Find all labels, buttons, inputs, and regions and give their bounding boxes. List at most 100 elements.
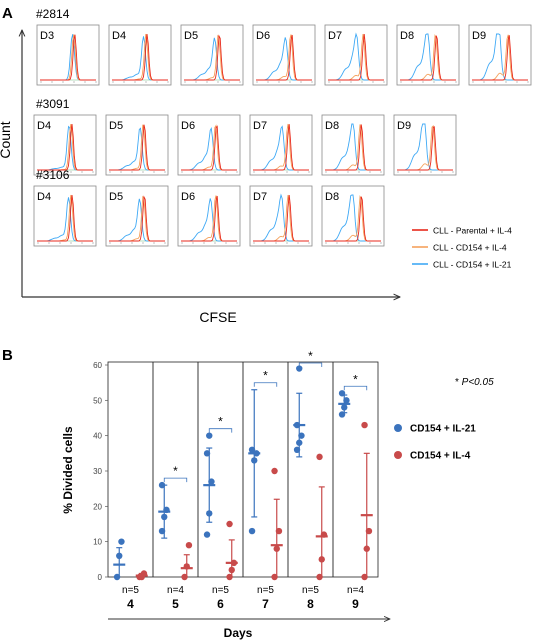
histogram-panel: D6 xyxy=(177,114,241,176)
data-point xyxy=(140,570,148,577)
histogram-panel: D9 xyxy=(393,114,457,176)
histogram-panel: D4 xyxy=(33,114,97,176)
data-point xyxy=(226,520,233,528)
data-point xyxy=(296,439,303,446)
n-label: n=5 xyxy=(212,585,229,596)
legend-marker xyxy=(394,424,402,432)
data-point xyxy=(361,573,368,581)
histogram-panel: D9 xyxy=(468,24,532,86)
significance-text: P<0.05 xyxy=(462,377,494,388)
patient-id: #3091 xyxy=(36,97,70,111)
day-label: D5 xyxy=(109,191,123,203)
day-label: D7 xyxy=(328,30,342,42)
n-label: n=5 xyxy=(122,585,139,596)
data-point xyxy=(208,478,215,485)
curve-parental-il4 xyxy=(181,125,237,171)
data-point xyxy=(248,446,256,453)
data-point xyxy=(113,573,121,581)
data-point xyxy=(361,421,368,429)
legend-marker xyxy=(394,451,402,459)
day-label: D7 xyxy=(253,120,267,132)
data-point xyxy=(183,563,190,570)
day-label: D7 xyxy=(253,191,267,203)
histogram-panel: D3 xyxy=(36,24,100,86)
n-label: n=5 xyxy=(257,585,274,596)
x-tick-label: 4 xyxy=(127,597,134,611)
data-point xyxy=(161,513,168,521)
curve-parental-il4 xyxy=(472,35,528,81)
histogram-frame xyxy=(33,114,97,176)
histogram-panel: D4 xyxy=(108,24,172,86)
data-point xyxy=(251,457,258,464)
day-label: D6 xyxy=(181,191,195,203)
significance-star: * xyxy=(218,415,223,429)
legend-label: CLL - CD154 + IL-21 xyxy=(433,260,512,270)
y-tick-label: 40 xyxy=(93,432,102,441)
data-point xyxy=(248,527,256,535)
data-point xyxy=(320,531,328,538)
y-axis-label: Count xyxy=(0,121,13,158)
data-point xyxy=(318,556,325,563)
day-label: D4 xyxy=(37,120,51,132)
histogram-panel: D5 xyxy=(105,114,169,176)
data-point xyxy=(116,552,123,559)
curve-parental-il4 xyxy=(40,34,96,81)
data-point xyxy=(181,573,188,581)
data-point xyxy=(203,531,211,538)
histogram-frame xyxy=(177,185,241,247)
panel-a-histograms: Count CFSE #2814 D3 D4 D5 D6 D7 D8 D9 #3091 D4 D5 D6 D… xyxy=(0,7,532,325)
curve-parental-il4 xyxy=(397,126,453,171)
day-label: D9 xyxy=(397,120,411,132)
significance-star: * xyxy=(308,349,313,363)
day-label: D8 xyxy=(325,191,339,203)
data-point xyxy=(271,467,278,475)
histogram-panel: D7 xyxy=(249,185,313,247)
y-tick-label: 60 xyxy=(93,361,102,370)
data-point xyxy=(203,450,211,457)
legend-label: CLL - CD154 + IL-4 xyxy=(433,243,507,253)
significance-star: * xyxy=(173,464,178,478)
legend-label: CD154 + IL-4 xyxy=(410,451,471,462)
day-label: D4 xyxy=(112,30,126,42)
data-point xyxy=(275,527,283,535)
curve-parental-il4 xyxy=(325,196,381,242)
curve-parental-il4 xyxy=(184,34,240,81)
data-point xyxy=(273,545,280,552)
y-tick-label: 30 xyxy=(93,467,102,476)
curve-parental-il4 xyxy=(328,33,384,81)
curve-parental-il4 xyxy=(181,195,237,242)
histogram-frame xyxy=(177,114,241,176)
data-point xyxy=(226,573,233,581)
data-point xyxy=(228,566,235,574)
x-tick-label: 6 xyxy=(217,597,224,611)
histogram-panel: D7 xyxy=(249,114,313,176)
legend-panel-a: CLL - Parental + IL-4 CLL - CD154 + IL-4 C… xyxy=(412,226,512,270)
significance-bracket xyxy=(253,382,278,387)
data-point xyxy=(230,559,238,567)
curve-parental-il4 xyxy=(253,194,309,242)
histogram-panel: D8 xyxy=(396,24,460,86)
data-point xyxy=(206,510,213,517)
day-label: D6 xyxy=(256,30,270,42)
data-point xyxy=(293,446,301,453)
histogram-frame xyxy=(249,114,313,176)
patient-id: #3106 xyxy=(36,168,70,182)
n-label: n=4 xyxy=(167,585,184,596)
data-point xyxy=(338,411,346,418)
y-tick-label: 50 xyxy=(93,396,102,405)
data-point xyxy=(293,421,301,429)
significance-bracket xyxy=(163,477,188,483)
data-point xyxy=(338,390,346,397)
data-point xyxy=(341,404,348,411)
curve-parental-il4 xyxy=(109,124,165,171)
patient-id: #2814 xyxy=(36,7,70,21)
data-point xyxy=(118,538,125,545)
x-axis-label: CFSE xyxy=(199,309,236,325)
data-point xyxy=(296,365,303,372)
histogram-panel: D7 xyxy=(324,24,388,86)
data-point xyxy=(365,527,373,535)
panel-a-label: A xyxy=(2,5,13,22)
curve-parental-il4 xyxy=(253,124,309,171)
curve-parental-il4 xyxy=(325,124,381,171)
